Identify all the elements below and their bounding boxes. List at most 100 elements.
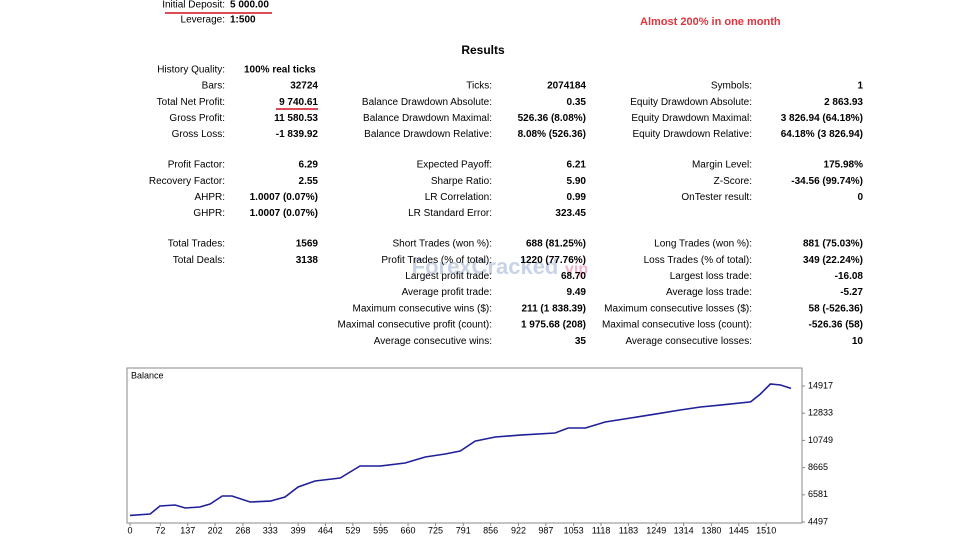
- row-value: -1 839.92: [276, 129, 319, 140]
- row-value: 0.35: [567, 97, 587, 108]
- x-tick-label: 333: [263, 525, 278, 535]
- x-tick-label: 0: [127, 525, 132, 535]
- x-tick-label: 202: [208, 525, 223, 535]
- balance-line: [129, 383, 792, 517]
- x-tick-label: 72: [155, 525, 165, 535]
- row-label: LR Correlation:: [425, 192, 492, 203]
- row-label: Gross Loss:: [172, 129, 225, 140]
- row-value: 1 975.68 (208): [521, 320, 586, 331]
- row-label: Total Deals:: [173, 255, 225, 266]
- row-value: 6.29: [299, 160, 319, 171]
- y-tick-label: 10749: [808, 435, 833, 445]
- row-label: Equity Drawdown Absolute:: [630, 97, 752, 108]
- row-label: Largest profit trade:: [405, 271, 492, 282]
- row-label: Balance Drawdown Relative:: [364, 129, 492, 140]
- row-value: -526.36 (58): [809, 320, 863, 331]
- row-label: GHPR:: [193, 208, 225, 219]
- row-value: 6.21: [567, 160, 587, 171]
- row-label: Loss Trades (% of total):: [644, 255, 752, 266]
- row-value: 64.18% (3 826.94): [781, 129, 863, 140]
- row-label: Symbols:: [711, 81, 752, 92]
- row-value: 323.45: [555, 208, 586, 219]
- row-label: Average loss trade:: [666, 287, 752, 298]
- y-tick-label: 6581: [808, 489, 828, 499]
- row-value: -34.56 (99.74%): [791, 176, 863, 187]
- row-label: Average consecutive losses:: [625, 336, 752, 347]
- x-tick-label: 725: [428, 525, 443, 535]
- row-value: 211 (1 838.39): [522, 303, 587, 314]
- row-value: 32724: [290, 81, 318, 92]
- row-label: OnTester result:: [681, 192, 752, 203]
- x-tick-label: 1118: [592, 525, 611, 535]
- x-tick-label: 268: [235, 525, 250, 535]
- row-label: Total Trades:: [168, 239, 225, 250]
- watermark-suffix: vip: [565, 261, 588, 278]
- deposit-value: 5 000.00: [230, 0, 269, 11]
- row-value: 2074184: [547, 81, 586, 92]
- row-label: Equity Drawdown Maximal:: [631, 113, 752, 124]
- chart-title: Balance: [131, 370, 164, 380]
- x-tick-label: 856: [483, 525, 498, 535]
- row-value: 1.0007 (0.07%): [250, 208, 318, 219]
- row-value: -5.27: [840, 287, 863, 298]
- x-tick-label: 1314: [674, 525, 694, 535]
- row-value: 1569: [296, 239, 319, 250]
- row-label: Recovery Factor:: [149, 176, 225, 187]
- row-label: Margin Level:: [692, 160, 752, 171]
- y-tick-label: 4497: [808, 516, 828, 526]
- row-value: 881 (75.03%): [803, 239, 863, 250]
- row-label: Balance Drawdown Absolute:: [362, 97, 492, 108]
- x-tick-label: 1445: [729, 525, 749, 535]
- x-tick-label: 987: [538, 525, 553, 535]
- x-tick-label: 464: [318, 525, 333, 535]
- row-label: Maximal consecutive profit (count):: [337, 320, 492, 331]
- row-label: Profit Factor:: [168, 160, 225, 171]
- y-tick-label: 12833: [808, 408, 833, 418]
- x-tick-label: 1510: [756, 525, 776, 535]
- row-value: 5.90: [567, 176, 587, 187]
- y-tick-label: 14917: [808, 380, 833, 390]
- row-value: 0: [857, 192, 863, 203]
- x-tick-label: 529: [345, 525, 360, 535]
- row-value: 2.55: [299, 176, 319, 187]
- row-value: 1: [857, 81, 863, 92]
- row-label: Ticks:: [466, 81, 492, 92]
- row-value: 100% real ticks: [244, 65, 316, 76]
- row-value: 3138: [296, 255, 319, 266]
- watermark: ForexCracked: [412, 254, 559, 279]
- x-tick-label: 791: [456, 525, 471, 535]
- row-value: 9 740.61: [279, 97, 318, 108]
- x-tick-label: 1380: [701, 525, 721, 535]
- deposit-label: Initial Deposit:: [162, 0, 225, 11]
- row-value: 526.36 (8.08%): [518, 113, 586, 124]
- row-label: Total Net Profit:: [157, 97, 225, 108]
- row-value: 8.08% (526.36): [518, 129, 586, 140]
- row-label: Long Trades (won %):: [654, 239, 752, 250]
- row-value: 1220 (77.76%): [520, 255, 586, 266]
- row-value: 349 (22.24%): [803, 255, 863, 266]
- x-tick-label: 399: [291, 525, 306, 535]
- x-tick-label: 660: [401, 525, 416, 535]
- note: Almost 200% in one month: [640, 16, 781, 28]
- row-value: -16.08: [835, 271, 864, 282]
- row-value: 68.70: [561, 271, 586, 282]
- row-label: Maximum consecutive wins ($):: [353, 303, 492, 314]
- row-label: Expected Payoff:: [417, 160, 492, 171]
- row-value: 688 (81.25%): [526, 239, 586, 250]
- row-label: Maximum consecutive losses ($):: [604, 303, 752, 314]
- x-tick-label: 137: [180, 525, 195, 535]
- row-value: 2 863.93: [824, 97, 863, 108]
- leverage-value: 1:500: [230, 15, 256, 26]
- row-label: Maximal consecutive loss (count):: [602, 320, 752, 331]
- row-label: Largest loss trade:: [670, 271, 752, 282]
- row-label: Sharpe Ratio:: [431, 176, 492, 187]
- row-value: 3 826.94 (64.18%): [781, 113, 863, 124]
- row-label: Profit Trades (% of total):: [381, 255, 492, 266]
- row-label: Balance Drawdown Maximal:: [363, 113, 492, 124]
- row-label: History Quality:: [157, 65, 225, 76]
- x-tick-label: 595: [373, 525, 388, 535]
- row-value: 0.99: [567, 192, 587, 203]
- row-value: 10: [852, 336, 864, 347]
- row-value: 58 (-526.36): [809, 303, 863, 314]
